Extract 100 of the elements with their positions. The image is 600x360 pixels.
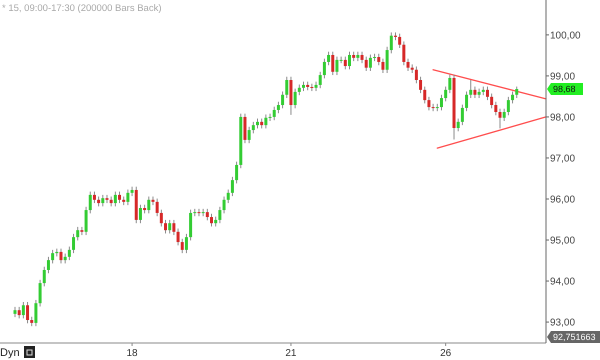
candlestick — [465, 90, 468, 112]
candlestick — [494, 101, 498, 116]
candlestick — [390, 32, 393, 54]
candlestick — [285, 76, 288, 99]
candlestick — [502, 108, 506, 122]
candlestick — [478, 88, 481, 99]
candlestick — [222, 196, 226, 214]
candlestick — [138, 204, 142, 224]
candlestick — [486, 86, 489, 101]
candlestick — [327, 51, 330, 66]
candlestick — [398, 33, 402, 49]
candlestick — [243, 113, 246, 144]
x-tick-label: 21 — [285, 348, 297, 359]
candlestick — [51, 249, 54, 264]
candlestick — [444, 86, 448, 102]
candlestick — [130, 186, 134, 197]
candlestick — [356, 51, 360, 62]
candlestick — [256, 118, 260, 129]
candlestick — [515, 86, 518, 99]
candlestick — [368, 54, 372, 72]
candlestick — [386, 46, 389, 74]
candlestick — [298, 84, 301, 96]
candlestick — [59, 248, 62, 264]
y-tick-label: 99,00 — [550, 71, 576, 82]
text: Dyn — [0, 347, 20, 359]
candlestick — [114, 191, 117, 207]
candlestick — [348, 51, 351, 70]
candlestick — [252, 121, 255, 134]
candlestick — [210, 213, 214, 227]
candlestick — [101, 194, 104, 207]
candlestick — [506, 96, 510, 116]
text: 98,68 — [553, 84, 576, 94]
candlestick — [147, 196, 150, 214]
candlestick — [490, 93, 494, 109]
candlestick — [419, 76, 422, 94]
candlestick — [276, 101, 280, 114]
candlestick — [264, 114, 268, 129]
candlestick — [364, 56, 368, 72]
candlestick — [180, 238, 184, 254]
y-tick-label: 96,00 — [550, 194, 576, 206]
candlestick — [226, 189, 230, 204]
candlestick — [164, 219, 168, 234]
candlestick — [235, 161, 238, 184]
candlestick — [448, 74, 452, 94]
candlestick — [414, 66, 418, 84]
candlestick — [22, 301, 25, 319]
candlestick — [160, 209, 163, 227]
y-tick-label: 93,00 — [550, 318, 576, 329]
candlestick — [97, 196, 100, 207]
candlestick — [92, 191, 96, 204]
text: 92,751663 — [553, 332, 596, 342]
candlestick — [88, 191, 92, 214]
candlestick — [184, 233, 188, 254]
candlestick — [34, 299, 38, 327]
candlestick — [511, 90, 514, 104]
candlestick — [456, 118, 460, 132]
candlestick — [331, 51, 334, 76]
y-tick-label: 98,00 — [550, 112, 576, 124]
candlestick — [302, 81, 305, 92]
candlestick — [260, 118, 264, 129]
chart-title: * 15, 09:00-17:30 (200000 Bars Back) — [2, 3, 162, 14]
candlestick — [440, 94, 443, 111]
y-tick-label: 95,00 — [550, 236, 576, 247]
candlestick — [76, 226, 80, 241]
candlestick — [460, 104, 464, 126]
y-tick-label: 97,00 — [550, 153, 576, 164]
candlestick — [281, 90, 284, 109]
candlestick — [214, 216, 218, 227]
candlestick — [377, 53, 380, 66]
candlestick — [172, 219, 176, 236]
x-tick-label: 26 — [440, 348, 452, 359]
candlestick — [118, 191, 122, 204]
candlestick — [46, 256, 50, 274]
candlestick — [322, 58, 326, 79]
candlestick — [381, 58, 384, 74]
candlestick — [126, 189, 130, 206]
candlestick — [469, 80, 472, 99]
candlestick — [84, 206, 88, 236]
candlestick — [110, 196, 113, 207]
y-tick-label: 94,00 — [550, 276, 576, 288]
candlestick — [473, 86, 476, 99]
candlestick — [402, 40, 406, 66]
candlestick — [168, 219, 172, 234]
candlestick — [42, 266, 46, 287]
candlestick — [272, 106, 276, 121]
candlestick — [230, 176, 234, 197]
candlestick — [18, 306, 21, 319]
candlestick — [26, 301, 30, 324]
candlestick — [72, 233, 76, 254]
x-tick-label: 18 — [126, 348, 138, 359]
candlestick — [156, 198, 159, 217]
candlestick — [344, 56, 347, 70]
candlestick — [248, 126, 251, 144]
candlestick — [423, 86, 426, 104]
candlestick — [68, 246, 71, 261]
candlestick — [314, 81, 318, 92]
candlestick — [30, 316, 34, 327]
candlestick — [360, 51, 364, 64]
candlestick — [176, 228, 180, 246]
candlestick — [38, 279, 42, 307]
